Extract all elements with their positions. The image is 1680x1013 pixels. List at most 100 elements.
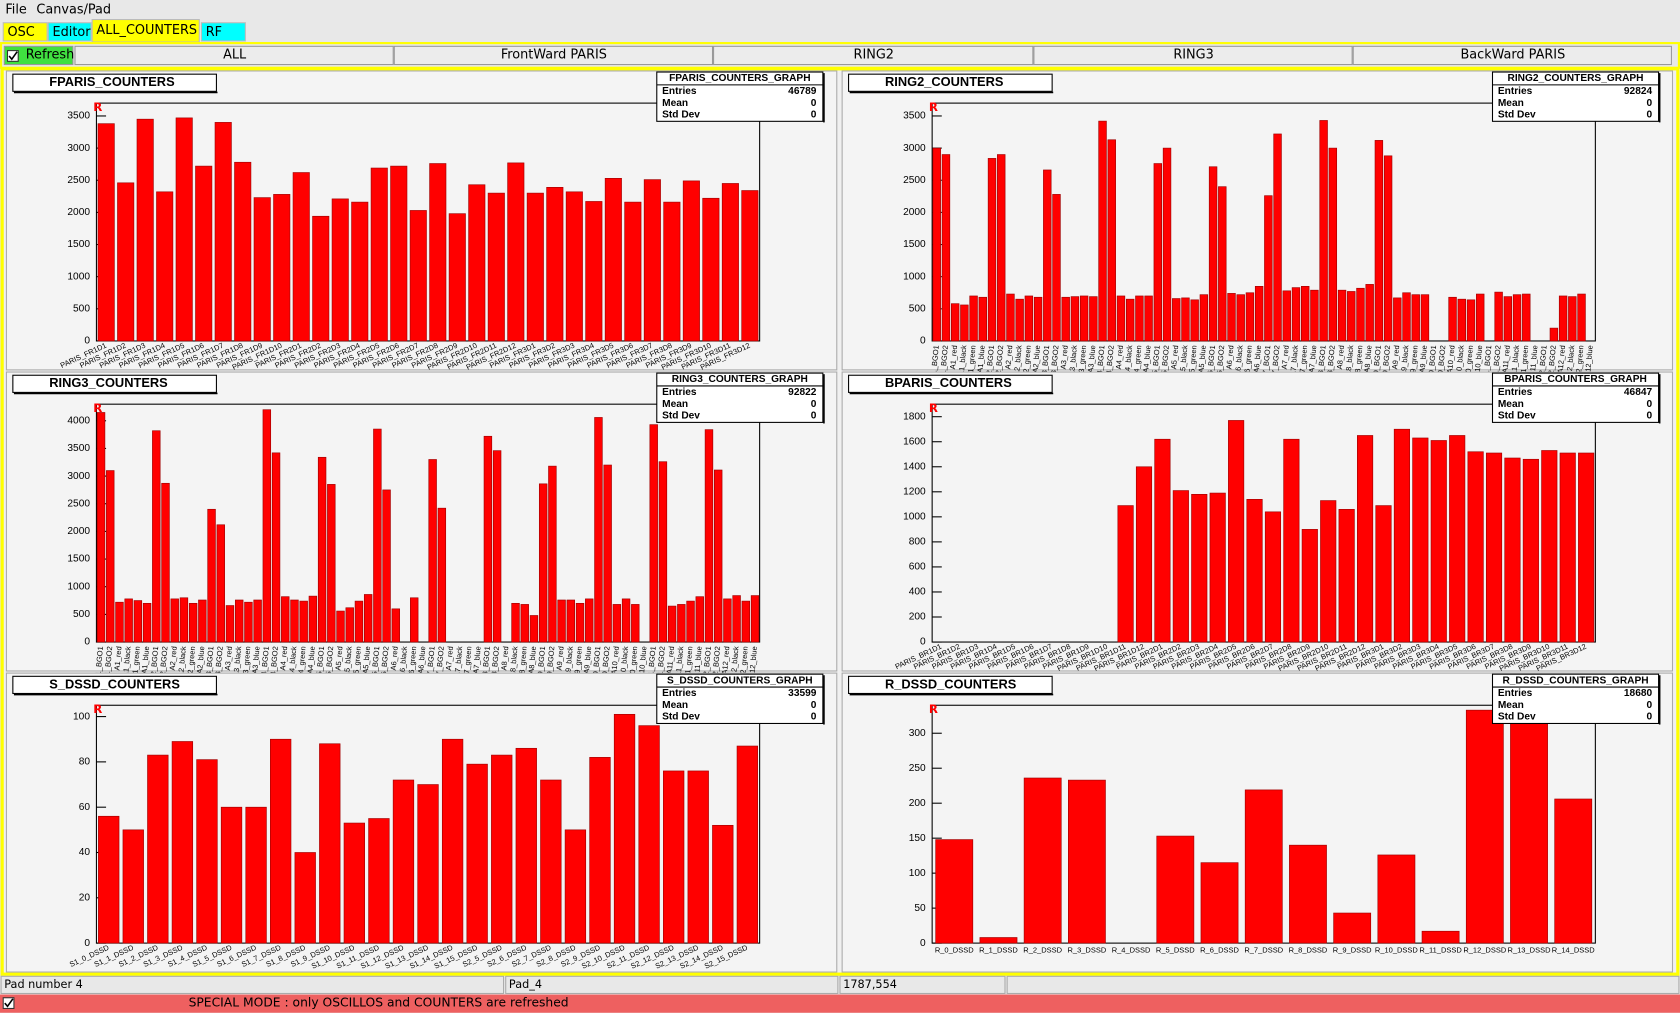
- stats-label: Entries: [1498, 387, 1533, 398]
- stats-value: 46789: [788, 86, 817, 97]
- stats-value: 46847: [1624, 387, 1653, 398]
- bar: [195, 165, 213, 342]
- bar: [1421, 930, 1460, 944]
- footer-bar: [0, 994, 1680, 1013]
- y-tick-label: 2500: [903, 175, 926, 186]
- checkbox[interactable]: [6, 50, 19, 62]
- x-tick-label: A4_black: [1122, 345, 1134, 377]
- x-tick-label: A7_green: [462, 646, 474, 679]
- x-tick-label: A10_red: [609, 646, 620, 675]
- bar: [1577, 293, 1586, 342]
- toolbar-button[interactable]: [74, 45, 394, 66]
- menu-item[interactable]: File: [5, 2, 27, 17]
- x-tick-label: A8_black: [1344, 345, 1356, 377]
- bar: [594, 417, 603, 643]
- bar: [1116, 295, 1126, 342]
- bar: [1254, 285, 1264, 342]
- bar: [466, 763, 488, 944]
- x-tick-label: 12_BGO2: [1546, 345, 1558, 379]
- bar: [410, 597, 419, 643]
- tab[interactable]: [200, 22, 246, 42]
- status-cell: [839, 975, 1006, 994]
- toolbar-button-label[interactable]: ALL: [223, 47, 247, 62]
- bar: [1006, 293, 1015, 342]
- stats-value: 0: [811, 712, 817, 723]
- bar: [538, 483, 548, 643]
- footer-checkbox[interactable]: [2, 997, 15, 1009]
- bar: [1015, 298, 1024, 342]
- x-tick-label: 5_BGO2: [1159, 345, 1171, 375]
- tab[interactable]: [47, 22, 92, 42]
- bar: [492, 450, 502, 643]
- bar: [624, 201, 642, 342]
- tab-label[interactable]: RF: [206, 25, 222, 40]
- y-tick-label: 2000: [903, 207, 926, 218]
- bar: [1448, 296, 1457, 342]
- x-tick-label: A3_black: [1067, 345, 1079, 377]
- x-tick-label: A2_blue: [1031, 345, 1042, 373]
- bar: [1310, 289, 1319, 342]
- stats-value: 0: [1646, 399, 1652, 410]
- x-tick-label: A1_green: [130, 646, 142, 679]
- bar: [979, 937, 1018, 944]
- tab[interactable]: [2, 22, 48, 42]
- toolbar-button-label[interactable]: BackWard PARIS: [1460, 47, 1565, 62]
- tab-label[interactable]: Editor: [53, 25, 92, 40]
- x-tick-label: 8_BGO1: [1316, 345, 1328, 375]
- y-tick-label: 1200: [903, 486, 926, 497]
- x-tick-label: 2_BGO1: [984, 345, 996, 375]
- pad: 0500100015002000250030003500PARIS_FR1D1P…: [5, 70, 838, 372]
- x-tick-label: A11_black: [1509, 345, 1521, 380]
- check-mark: [4, 998, 14, 1008]
- bar: [1079, 295, 1089, 342]
- y-tick-label: 100: [73, 711, 90, 722]
- toolbar-button[interactable]: [393, 45, 714, 66]
- toolbar-button-label[interactable]: FrontWard PARIS: [501, 47, 607, 62]
- bar: [1135, 295, 1144, 342]
- bar: [117, 182, 135, 342]
- bar: [589, 757, 611, 944]
- title-box: [848, 374, 1053, 393]
- bar: [1374, 140, 1384, 342]
- x-tick-label: A9_blue: [582, 646, 593, 674]
- bar: [1190, 299, 1199, 342]
- bar: [741, 190, 759, 342]
- x-tick-label: A9_red: [1390, 345, 1401, 370]
- x-tick-label: A5_green: [1187, 345, 1199, 378]
- menu-item[interactable]: Canvas/Pad: [36, 2, 111, 17]
- refresh-label[interactable]: Refresh: [26, 47, 75, 62]
- x-tick-label: A11_black: [673, 646, 685, 681]
- bar: [390, 165, 408, 342]
- y-tick-label: 1800: [903, 411, 926, 422]
- bar: [1033, 296, 1043, 342]
- bar: [511, 602, 520, 643]
- bar: [175, 117, 193, 342]
- bar: [1208, 166, 1218, 342]
- toolbar-button-label[interactable]: RING2: [854, 47, 894, 62]
- toolbar-button[interactable]: [1352, 45, 1672, 66]
- toolbar-button-label[interactable]: RING3: [1173, 47, 1213, 62]
- x-tick-label: 6_BGO1: [370, 646, 382, 676]
- bar: [391, 608, 400, 643]
- bar: [621, 598, 631, 643]
- x-tick-label: 12_BGO2: [710, 646, 722, 680]
- x-tick-label: A10_red: [1445, 345, 1456, 374]
- pad-title: R_DSSD_COUNTERS: [885, 676, 1017, 691]
- x-tick-label: A6_black: [397, 646, 409, 678]
- toolbar-button[interactable]: [1033, 45, 1353, 66]
- bar: [526, 192, 544, 342]
- bar: [978, 296, 987, 342]
- x-tick-label: A6_green: [1242, 345, 1254, 378]
- bar: [520, 604, 529, 643]
- x-tick-label: R_0_DSSD: [935, 946, 974, 955]
- tab-label[interactable]: OSC: [8, 25, 35, 40]
- bar: [585, 598, 594, 643]
- tab-label[interactable]: ALL_COUNTERS: [96, 23, 197, 38]
- bar: [345, 607, 354, 643]
- bar: [327, 484, 336, 643]
- status-text: Pad_4: [509, 978, 542, 991]
- bar: [273, 194, 291, 342]
- toolbar-button[interactable]: [713, 45, 1034, 66]
- refresh-toggle[interactable]: [3, 45, 74, 66]
- x-tick-label: 1_BGO2: [103, 646, 115, 676]
